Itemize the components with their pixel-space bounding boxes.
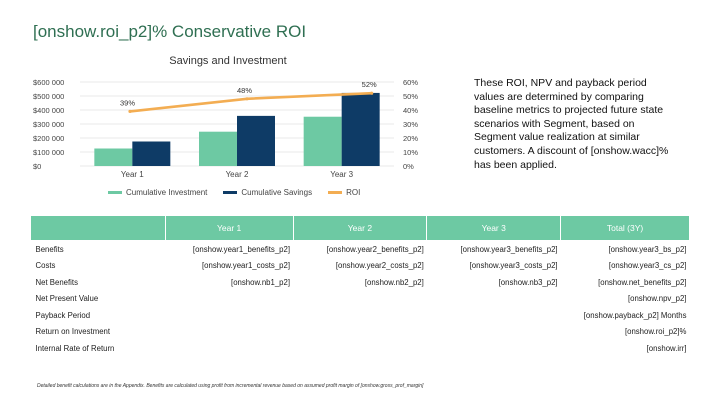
- table-cell: [onshow.year1_benefits_p2]: [192, 244, 291, 254]
- table-row: Net Benefits [onshow.nb1_p2] [onshow.nb2…: [31, 274, 690, 291]
- y2-tick-label: 0%: [403, 162, 414, 171]
- y2-tick-label: 60%: [403, 78, 418, 87]
- savings-investment-chart: $0 $100 000 $200 000 $300 000 $400 000 $500 0…: [33, 78, 418, 179]
- row-label: Payback Period: [35, 310, 91, 320]
- footnote: Detailed benefit calculations are in the…: [37, 383, 424, 389]
- bar-cumulative-savings: [132, 141, 171, 166]
- roi-point: [128, 109, 132, 113]
- table-row: Benefits [onshow.year1_benefits_p2] [ons…: [31, 241, 690, 258]
- table-cell: [onshow.nb2_p2]: [364, 277, 424, 287]
- table-cell: [293, 324, 427, 341]
- legend-item-savings: Cumulative Savings: [223, 188, 312, 197]
- table-cell: [onshow.year3_cs_p2]: [608, 261, 687, 271]
- table-header-cell: Year 3: [426, 215, 562, 241]
- y-tick-label: $300 000: [33, 120, 64, 129]
- legend-item-investment: Cumulative Investment: [108, 188, 207, 197]
- roi-point: [370, 91, 374, 95]
- bar-cumulative-investment: [94, 148, 133, 166]
- table-cell: [427, 324, 561, 341]
- chart-title: Savings and Investment: [169, 55, 287, 67]
- bar-cumulative-investment: [199, 131, 237, 166]
- table-header-cell: Total (3Y): [560, 215, 690, 241]
- table-cell: [165, 340, 293, 357]
- legend-label-savings: Cumulative Savings: [241, 188, 313, 197]
- financial-summary-table: Year 1 Year 2 Year 3 Total (3Y) Benefits…: [30, 215, 690, 357]
- x-tick-label: Year 2: [226, 170, 249, 179]
- table-header-row: Year 1 Year 2 Year 3 Total (3Y): [30, 215, 690, 241]
- y2-tick-label: 10%: [403, 148, 418, 157]
- table-cell: [427, 291, 561, 308]
- row-label: Net Present Value: [35, 294, 99, 304]
- roi-data-label: 52%: [362, 80, 377, 89]
- table-cell: [onshow.year3_benefits_p2]: [460, 244, 558, 254]
- roi-data-label: 39%: [120, 98, 135, 107]
- table-cell: [onshow.roi_p2]%: [624, 327, 687, 337]
- table-row: Costs [onshow.year1_costs_p2] [onshow.ye…: [31, 258, 690, 275]
- roi-data-label: 48%: [237, 86, 252, 95]
- table-cell: [427, 340, 561, 357]
- table-header-cell: Year 2: [292, 215, 428, 241]
- bar-cumulative-savings: [341, 92, 380, 166]
- row-label: Costs: [35, 261, 56, 271]
- y2-tick-label: 40%: [403, 106, 418, 115]
- y-tick-label: $100 000: [33, 148, 64, 157]
- bar-cumulative-investment: [303, 116, 342, 166]
- legend-item-roi: ROI: [328, 188, 360, 197]
- table-cell: [onshow.npv_p2]: [627, 294, 687, 304]
- legend-label-roi: ROI: [346, 188, 361, 197]
- table-cell: [165, 324, 293, 341]
- table-cell: [427, 307, 561, 324]
- table-cell: [onshow.nb1_p2]: [231, 277, 291, 287]
- table-cell: [onshow.year3_bs_p2]: [608, 244, 687, 254]
- y-tick-label: $400 000: [33, 106, 64, 115]
- table-cell: [165, 291, 293, 308]
- legend-swatch-roi: [328, 191, 343, 194]
- chart-legend: Cumulative Investment Cumulative Savings…: [108, 188, 360, 197]
- y2-tick-label: 20%: [403, 134, 418, 143]
- roi-point: [245, 97, 249, 101]
- table-cell: [onshow.year1_costs_p2]: [202, 261, 291, 271]
- table-row: Return on Investment [onshow.roi_p2]%: [31, 324, 690, 341]
- table-cell: [onshow.nb3_p2]: [498, 277, 558, 287]
- row-label: Benefits: [35, 244, 64, 254]
- row-label: Return on Investment: [35, 327, 111, 337]
- y2-tick-label: 50%: [403, 92, 418, 101]
- row-label: Internal Rate of Return: [35, 343, 115, 353]
- x-tick-label: Year 3: [330, 170, 353, 179]
- table-row: Internal Rate of Return [onshow.irr]: [31, 340, 690, 357]
- table-cell: [onshow.year2_benefits_p2]: [326, 244, 424, 254]
- table-cell: [onshow.payback_p2] Months: [583, 310, 687, 320]
- y-tick-label: $600 000: [33, 78, 64, 87]
- y-tick-label: $0: [33, 162, 41, 171]
- table-cell: [onshow.irr]: [646, 343, 687, 353]
- roi-methodology-note: These ROI, NPV and payback period values…: [474, 77, 669, 171]
- table-header-cell: [30, 215, 166, 241]
- y-tick-label: $200 000: [33, 134, 64, 143]
- table-row: Net Present Value [onshow.npv_p2]: [31, 291, 690, 308]
- y-tick-label: $500 000: [33, 92, 64, 101]
- table-cell: [293, 340, 427, 357]
- table-row: Payback Period [onshow.payback_p2] Month…: [31, 307, 690, 324]
- table-header-cell: Year 1: [164, 215, 294, 241]
- table-cell: [onshow.year3_costs_p2]: [469, 261, 558, 271]
- legend-swatch-investment: [108, 191, 122, 194]
- table-cell: [293, 291, 427, 308]
- legend-swatch-savings: [223, 191, 238, 194]
- x-tick-label: Year 1: [121, 170, 144, 179]
- page-title: [onshow.roi_p2]% Conservative ROI: [33, 22, 307, 41]
- table-cell: [165, 307, 293, 324]
- table-cell: [onshow.net_benefits_p2]: [598, 277, 687, 287]
- row-label: Net Benefits: [35, 277, 78, 287]
- bar-cumulative-savings: [237, 115, 275, 166]
- table-cell: [293, 307, 427, 324]
- table-cell: [onshow.year2_costs_p2]: [335, 261, 424, 271]
- legend-label-investment: Cumulative Investment: [126, 188, 208, 197]
- y2-tick-label: 30%: [403, 120, 418, 129]
